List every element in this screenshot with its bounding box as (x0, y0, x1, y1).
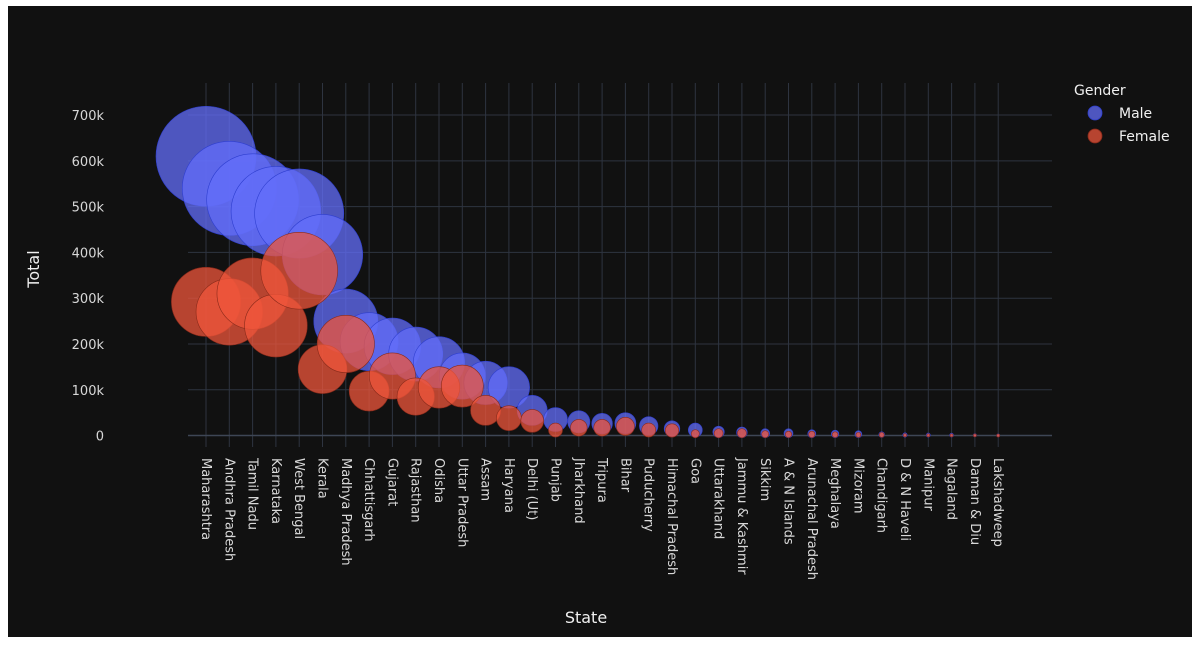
x-tick-label: Rajasthan (408, 458, 423, 523)
x-tick-label: Himachal Pradesh (664, 458, 679, 575)
x-tick-label: Madhya Pradesh (338, 458, 353, 566)
female-bubble[interactable] (664, 423, 680, 438)
x-tick-label: Maharashtra (198, 458, 213, 540)
x-tick-label: Jammu & Kashmir (734, 457, 749, 575)
female-bubble[interactable] (641, 422, 657, 438)
legend-female-marker[interactable] (1087, 128, 1103, 144)
female-bubble[interactable] (926, 433, 931, 438)
bubble-chart: 0 100k 200k 300k 400k 500k 600k 700k Maharashtra… (24, 83, 1170, 627)
y-tick-label: 700k (72, 109, 105, 124)
x-tick-label: Sikkim (757, 458, 772, 501)
x-tick-label: Daman & Diu (967, 458, 982, 545)
female-bubble[interactable] (496, 405, 522, 431)
female-bubble[interactable] (949, 433, 954, 438)
female-bubble[interactable] (761, 430, 770, 438)
female-bubble[interactable] (973, 433, 977, 438)
x-tick-label: D & N Haveli (897, 458, 912, 541)
x-tick-label: Uttar Pradesh (454, 458, 469, 547)
x-tick-label: Odisha (431, 458, 446, 503)
x-tick-label: Puducherry (641, 458, 656, 532)
female-bubble[interactable] (548, 422, 563, 438)
x-tick-label: Jharkhand (571, 457, 586, 524)
legend-title: Gender (1074, 83, 1126, 99)
female-bubble[interactable] (737, 428, 747, 439)
female-bubble[interactable] (903, 433, 907, 438)
x-tick-label: Meghalaya (827, 458, 842, 529)
y-axis-title: Total (24, 250, 43, 288)
marks-layer (155, 105, 1001, 439)
x-tick-label: Mizoram (850, 458, 865, 514)
female-bubble[interactable] (520, 409, 544, 433)
x-tick-label: Nagaland (944, 458, 959, 520)
x-tick-label: Gujarat (384, 458, 399, 506)
y-tick-label: 400k (72, 246, 105, 261)
x-tick-label: Lakshadweep (990, 458, 1005, 547)
x-tick-label: Tripura (594, 457, 609, 503)
y-tick-label: 500k (72, 201, 105, 216)
female-bubble[interactable] (878, 432, 885, 438)
x-tick-label: Bihar (617, 458, 632, 493)
x-tick-label: Kerala (315, 458, 330, 499)
female-bubble[interactable] (440, 364, 484, 408)
legend-male-label[interactable]: Male (1119, 106, 1152, 122)
x-tick-label: Assam (478, 458, 493, 501)
x-tick-label: Tamil Nadu (245, 457, 260, 530)
legend-female-label[interactable]: Female (1119, 129, 1170, 145)
x-tick-label: Arunachal Pradesh (804, 458, 819, 580)
x-tick-label: Chandigarh (874, 458, 889, 533)
female-bubble[interactable] (616, 417, 635, 436)
female-bubble[interactable] (831, 431, 839, 438)
legend: Gender Male Female (1074, 83, 1170, 145)
y-tick-label: 200k (72, 338, 105, 353)
chart-frame: 0 100k 200k 300k 400k 500k 600k 700k Maharashtra… (8, 6, 1192, 637)
y-tick-label: 100k (72, 384, 105, 399)
y-tick-label: 0 (96, 430, 104, 445)
female-bubble[interactable] (690, 429, 700, 439)
female-bubble[interactable] (784, 430, 793, 438)
female-bubble[interactable] (570, 419, 588, 437)
female-bubble[interactable] (470, 395, 501, 426)
y-tick-label: 600k (72, 155, 105, 170)
x-tick-label: Chhattisgarh (361, 458, 376, 542)
x-axis-title: State (565, 608, 607, 627)
x-tick-label: Haryana (501, 458, 516, 513)
legend-male-marker[interactable] (1087, 105, 1103, 121)
x-tick-label: West Bengal (291, 458, 306, 539)
x-tick-label: Andhra Pradesh (221, 458, 236, 561)
x-tick-label: Goa (687, 458, 702, 484)
y-tick-label: 300k (72, 292, 105, 307)
x-tick-label: Delhi (Ut) (524, 458, 539, 520)
x-tick-label: Uttarakhand (711, 458, 726, 539)
x-tick-label: A & N Islands (781, 458, 796, 545)
female-bubble[interactable] (996, 433, 1001, 438)
female-bubble[interactable] (713, 428, 724, 439)
female-bubble[interactable] (316, 315, 375, 373)
x-tick-label: Punjab (548, 458, 563, 502)
x-tick-label: Manipur (920, 458, 935, 512)
female-bubble[interactable] (855, 432, 862, 438)
female-bubble[interactable] (260, 232, 338, 310)
x-tick-label: Karnataka (268, 458, 283, 524)
female-bubble[interactable] (808, 430, 816, 438)
labels-layer: 0 100k 200k 300k 400k 500k 600k 700k Maharashtra… (72, 109, 1006, 580)
female-bubble[interactable] (593, 419, 611, 437)
